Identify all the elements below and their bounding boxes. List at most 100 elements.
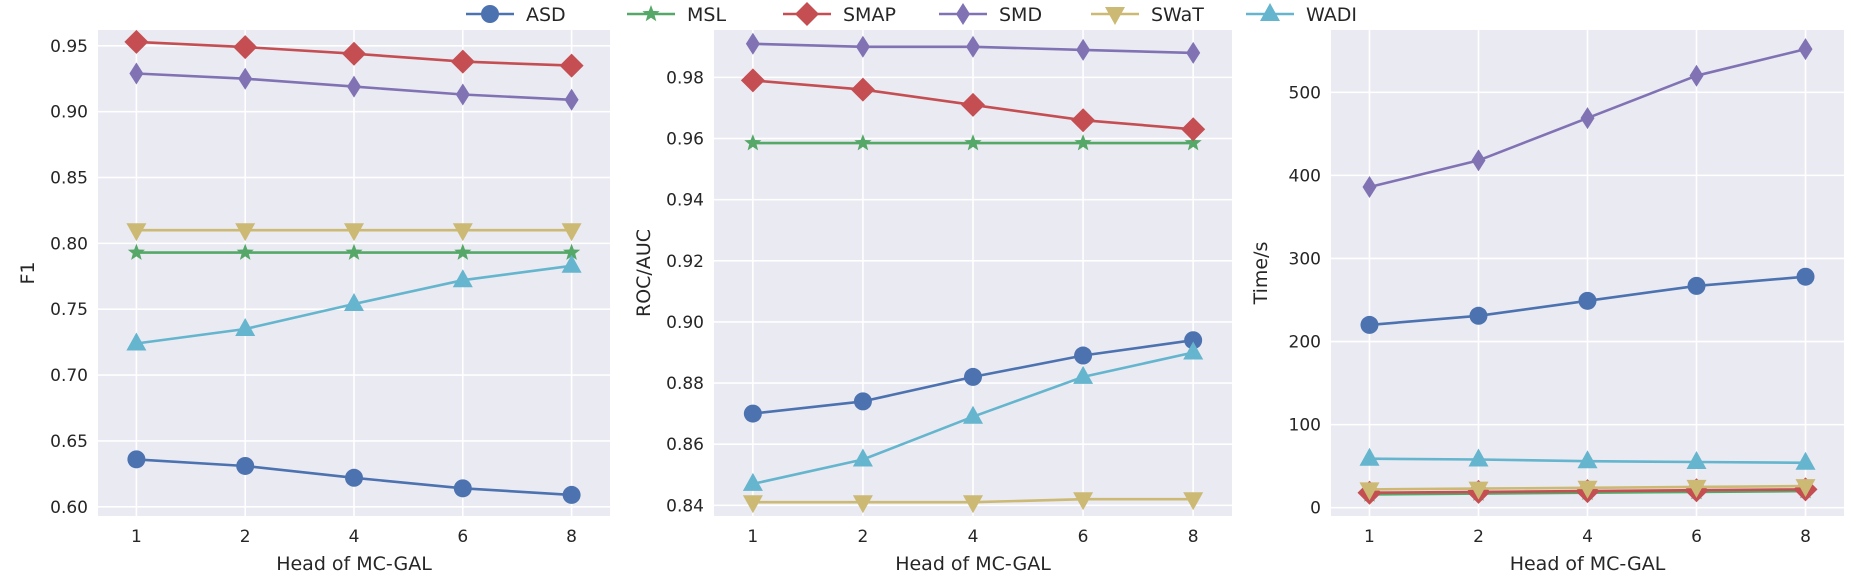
data-point-msl: [454, 243, 472, 260]
data-point-smap: [124, 29, 149, 54]
data-point-msl: [345, 243, 363, 260]
data-point-wadi: [1183, 341, 1204, 360]
y-tick-label: 300: [1289, 249, 1321, 269]
data-point-asd: [743, 404, 762, 423]
data-point-asd: [1360, 315, 1379, 334]
data-point-asd: [236, 456, 255, 475]
y-tick-label: 0.85: [50, 169, 88, 189]
series-smd: [129, 62, 579, 111]
data-point-asd: [453, 479, 472, 498]
x-tick-label: 8: [1800, 527, 1811, 547]
y-tick-label: 0.65: [50, 432, 88, 452]
data-point-swat: [1359, 482, 1380, 501]
data-point-asd: [1687, 276, 1706, 295]
series-smd: [745, 32, 1201, 64]
legend-marker-smap: [795, 2, 819, 26]
data-point-swat: [742, 495, 763, 514]
data-point-smd: [745, 32, 760, 55]
x-tick-label: 1: [747, 527, 758, 547]
data-point-swat: [452, 223, 473, 242]
x-axis-label: Head of MC-GAL: [895, 553, 1051, 575]
data-point-smap: [450, 49, 475, 74]
y-tick-label: 0.84: [666, 496, 704, 516]
chart-panel-1: 0.60 0.65 0.70 0.75 0.80 0.85 0.90 0.95 1 2 4 6 8 Hea…: [17, 29, 610, 575]
data-point-smap: [1071, 108, 1096, 133]
data-point-swat: [1183, 492, 1204, 511]
y-tick-label: 0.88: [666, 374, 704, 394]
data-point-asd: [345, 468, 363, 487]
data-point-swat: [344, 223, 364, 242]
data-point-smap: [342, 41, 366, 66]
y-tick-label: 0.80: [50, 234, 88, 254]
y-tick-label: 0.60: [50, 498, 88, 518]
y-tick-label: 0.75: [50, 300, 88, 320]
legend-marker-wadi: [1260, 3, 1280, 21]
data-point-msl: [854, 134, 872, 151]
y-axis-label: ROC/AUC: [633, 229, 655, 317]
series-wadi: [742, 341, 1204, 491]
x-tick-label: 4: [968, 527, 979, 547]
data-point-smd: [1580, 107, 1595, 130]
y-tick-label: 400: [1289, 166, 1321, 186]
data-point-smd: [1186, 41, 1201, 64]
data-point-msl: [563, 243, 581, 260]
legend-label-wadi: WADI: [1306, 4, 1357, 26]
series-swat: [1359, 479, 1816, 501]
data-point-wadi: [1359, 447, 1380, 466]
data-point-wadi: [1686, 451, 1707, 469]
data-point-wadi: [344, 293, 364, 311]
data-point-smd: [966, 35, 980, 58]
data-point-smd: [238, 67, 253, 90]
y-tick-label: 0.70: [50, 366, 88, 386]
y-tick-label: 0.96: [666, 130, 704, 150]
y-axis-label: Time/s: [1250, 242, 1272, 306]
data-point-wadi: [1577, 450, 1598, 469]
series-swat: [742, 492, 1204, 514]
series-asd: [127, 450, 581, 504]
x-tick-label: 6: [1691, 527, 1702, 547]
data-point-asd: [1578, 291, 1597, 310]
series-msl: [744, 134, 1202, 151]
data-point-asd: [1796, 267, 1815, 286]
legend-label-asd: ASD: [526, 4, 566, 26]
series-asd: [1360, 267, 1815, 334]
data-point-wadi: [963, 405, 983, 424]
legend-label-smap: SMAP: [843, 4, 896, 26]
y-tick-label: 0.90: [50, 103, 88, 123]
legend-marker-swat: [1105, 7, 1125, 25]
y-tick-label: 0.92: [666, 252, 704, 272]
data-point-smd: [347, 75, 361, 98]
series-wadi: [126, 254, 582, 351]
legend-label-msl: MSL: [687, 4, 726, 26]
data-point-swat: [963, 495, 983, 514]
x-tick-label: 1: [131, 527, 142, 547]
data-point-swat: [1795, 479, 1816, 498]
data-point-smap: [233, 35, 258, 60]
data-point-wadi: [561, 254, 582, 273]
y-tick-label: 500: [1289, 83, 1321, 103]
data-point-asd: [1184, 331, 1203, 350]
series-msl: [127, 243, 581, 260]
data-point-swat: [1686, 479, 1707, 498]
x-tick-label: 2: [1473, 527, 1484, 547]
data-point-swat: [235, 223, 256, 242]
x-tick-label: 6: [1078, 527, 1089, 547]
data-point-smd: [455, 83, 470, 106]
y-tick-label: 200: [1289, 333, 1321, 353]
legend-label-swat: SWaT: [1151, 4, 1204, 26]
data-point-asd: [562, 485, 581, 504]
data-point-wadi: [742, 472, 763, 491]
data-point-smap: [961, 92, 985, 117]
data-point-wadi: [1468, 448, 1489, 467]
data-point-asd: [1074, 346, 1093, 365]
data-point-asd: [853, 392, 872, 411]
data-point-asd: [1469, 306, 1488, 325]
series-wadi: [1359, 447, 1816, 470]
data-point-smd: [1362, 176, 1377, 198]
x-tick-label: 6: [457, 527, 468, 547]
legend-marker-smd: [956, 3, 970, 25]
x-tick-label: 8: [566, 527, 577, 547]
data-point-swat: [1577, 480, 1598, 499]
y-tick-label: 0.94: [666, 191, 704, 211]
